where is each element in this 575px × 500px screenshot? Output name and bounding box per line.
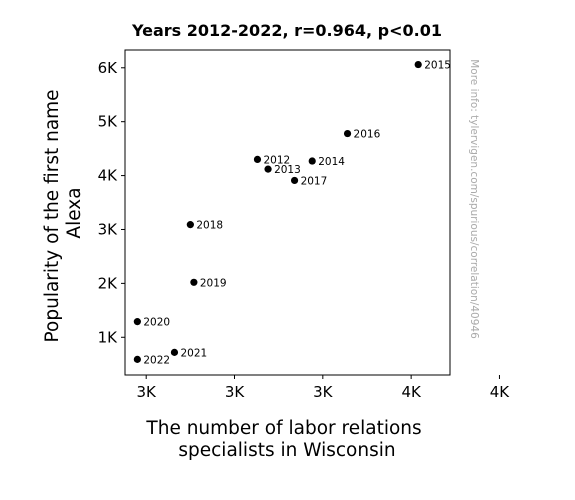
scatter-point-2014 xyxy=(308,157,316,165)
x-axis-label: The number of labor relations specialist… xyxy=(145,418,427,461)
y-axis-label-line-2: Alexa xyxy=(64,187,85,238)
point-label-2013: 2013 xyxy=(274,164,301,176)
x-axis-label-line-2: specialists in Wisconsin xyxy=(178,440,395,461)
point-label-2019: 2019 xyxy=(200,277,227,289)
y-tick-label: 6K xyxy=(98,59,119,77)
x-axis-label-line-1: The number of labor relations xyxy=(145,418,421,439)
plot-area-frame xyxy=(124,49,451,376)
x-tick-label: 4K xyxy=(490,383,511,401)
watermark: More info: tylervigen.com/spurious/corre… xyxy=(468,59,480,339)
scatter-point-2015 xyxy=(414,60,422,69)
scatter-point-2016 xyxy=(343,129,352,138)
x-tick-label: 3K xyxy=(313,383,334,401)
x-axis: 3K 3K 3K 4K 4K xyxy=(137,375,511,401)
scatter-point-2013 xyxy=(264,165,272,173)
point-label-2020: 2020 xyxy=(143,317,170,329)
y-axis: 1K 2K 3K 4K 5K 6K xyxy=(98,59,125,346)
y-tick-label: 1K xyxy=(98,328,119,346)
chart-title: Years 2012-2022, r=0.964, p<0.01 xyxy=(131,21,442,40)
point-label-2021: 2021 xyxy=(180,347,207,359)
scatter-point-2012 xyxy=(253,155,262,164)
scatter-point-2022 xyxy=(133,355,141,363)
scatter-point-2019 xyxy=(190,278,198,286)
x-tick-label: 3K xyxy=(225,383,246,401)
scatter-point-2020 xyxy=(133,318,141,326)
scatter-point-2021 xyxy=(170,348,179,356)
x-tick-label: 4K xyxy=(401,383,422,401)
x-tick-label: 3K xyxy=(137,383,158,401)
y-tick-label: 2K xyxy=(98,274,119,292)
point-label-2017: 2017 xyxy=(301,175,328,187)
y-axis-label-line-1: Popularity of the first name xyxy=(42,89,63,342)
point-label-2012: 2012 xyxy=(263,154,290,166)
y-axis-label: Popularity of the first name Alexa xyxy=(42,84,85,343)
y-tick-label: 5K xyxy=(98,113,119,131)
point-label-2014: 2014 xyxy=(318,156,345,168)
point-label-2022: 2022 xyxy=(143,354,170,366)
point-label-2015: 2015 xyxy=(424,60,451,72)
scatter-point-2018 xyxy=(186,221,194,229)
y-tick-label: 3K xyxy=(98,220,119,238)
y-tick-label: 4K xyxy=(98,167,119,185)
point-label-2016: 2016 xyxy=(354,129,381,141)
point-label-2018: 2018 xyxy=(196,220,223,232)
scatter-point-2017 xyxy=(290,176,299,185)
